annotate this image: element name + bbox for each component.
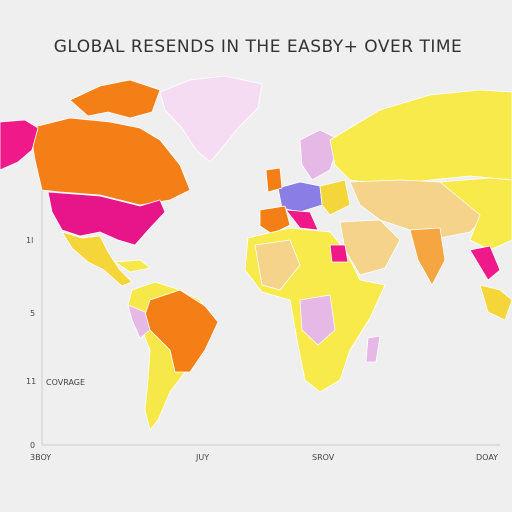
- region: [299, 294, 336, 346]
- region: [319, 179, 351, 216]
- region: [265, 167, 283, 193]
- map-label: COVRAGE: [46, 378, 85, 387]
- region: [61, 231, 133, 287]
- region: [409, 227, 446, 286]
- title: GLOBAL RESENDS IN THE EASBY+ OVER TIME: [54, 37, 463, 57]
- region: [254, 239, 301, 291]
- region: [329, 244, 349, 263]
- region: [69, 79, 161, 119]
- bottom-label: 3BOY: [30, 453, 51, 462]
- region: [29, 117, 191, 206]
- region: [439, 177, 512, 251]
- region: [127, 304, 151, 339]
- region: [299, 129, 341, 181]
- region: [159, 75, 263, 163]
- bottom-label: SROV: [312, 453, 335, 462]
- world-map: [0, 75, 512, 431]
- region: [114, 259, 151, 273]
- region: [259, 205, 291, 235]
- region: [365, 335, 381, 363]
- region: [285, 209, 319, 231]
- region: [469, 245, 501, 281]
- region: [479, 284, 512, 321]
- bottom-label: JUY: [195, 453, 209, 462]
- side-label: 0: [30, 441, 35, 450]
- region: [47, 191, 166, 246]
- side-label: 5: [30, 309, 35, 318]
- side-label: 1l: [26, 236, 33, 245]
- region: [0, 119, 39, 171]
- bottom-label: DOAY: [476, 453, 498, 462]
- side-label: 11: [26, 377, 36, 386]
